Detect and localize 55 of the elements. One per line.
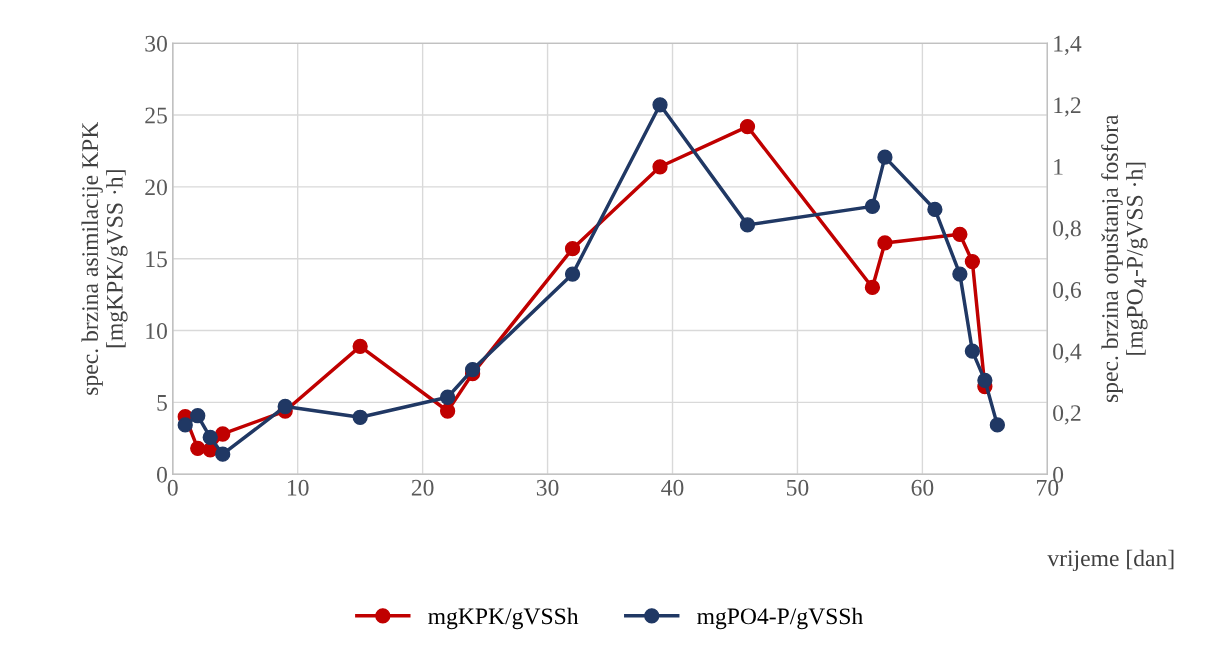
y-tick-label: 0 [156, 466, 167, 483]
point [190, 408, 206, 424]
x-tick-label: 30 [536, 479, 559, 496]
y2-tick-label: 0,8 [1053, 220, 1081, 240]
y-tick-label: 15 [146, 251, 167, 268]
point [739, 118, 756, 135]
y2-tick-label: 0,6 [1053, 282, 1082, 302]
point [439, 403, 456, 419]
point [877, 149, 893, 165]
y2-tick-label: 0,4 [1053, 343, 1082, 363]
legend-label: mgPO4-P/gVSSh [697, 607, 863, 630]
x-tick-label: 10 [287, 479, 309, 496]
x-tick-label: 0 [167, 479, 178, 496]
point [439, 389, 456, 405]
point [564, 241, 581, 257]
y2-tick-label: 0,2 [1053, 405, 1081, 425]
point [564, 266, 581, 282]
point [977, 372, 993, 388]
point [964, 253, 981, 270]
y2-tick-label: 1,2 [1054, 97, 1081, 117]
point [652, 159, 668, 175]
x-tick-label: 60 [911, 479, 934, 496]
point [177, 417, 193, 433]
point [352, 409, 368, 425]
point [352, 338, 368, 354]
point [215, 426, 231, 442]
point [202, 429, 218, 445]
x-tick-label: 50 [787, 479, 809, 496]
point [464, 361, 481, 378]
point [652, 97, 668, 113]
point [964, 343, 981, 359]
point [952, 266, 968, 282]
y-tick-label: 25 [145, 107, 167, 124]
point [277, 398, 293, 415]
y-tick-label: 20 [145, 179, 167, 196]
point [952, 226, 968, 242]
y2-tick-label: 1 [1054, 158, 1063, 175]
point [215, 446, 231, 462]
x-tick-label: 40 [661, 479, 684, 496]
point [864, 279, 881, 296]
y-tick-label: 10 [146, 323, 167, 339]
y-tick-label: 30 [145, 35, 167, 52]
y-axis-title: spec. brzina asimilacije KPK [mgKPK/gVSS ·h] [81, 121, 128, 395]
point [927, 201, 943, 218]
legend-label: mgKPK/gVSSh [428, 607, 579, 630]
x-axis-title: vrijeme [dan] [1047, 549, 1174, 572]
point [877, 235, 893, 251]
y-tick-label: 5 [157, 395, 167, 411]
point [989, 417, 1005, 433]
point [190, 440, 206, 457]
x-tick-label: 20 [411, 479, 434, 496]
y2-axis-title: spec. brzina otpuštanja fosfora [mgPO$_{4}$-P/gVSS ·h] [1101, 114, 1148, 402]
point [739, 217, 756, 233]
y2-tick-label: 1,4 [1054, 35, 1082, 56]
point [864, 198, 881, 215]
